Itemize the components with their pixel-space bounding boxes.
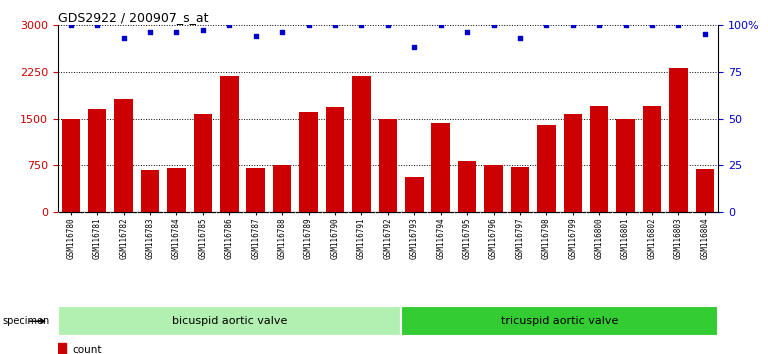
- Bar: [273, 165, 291, 212]
- Bar: [194, 114, 212, 212]
- Bar: [669, 68, 687, 212]
- Point: [514, 35, 526, 41]
- Point: [699, 31, 711, 37]
- Point: [329, 22, 341, 28]
- Point: [223, 22, 236, 28]
- Text: GSM116780: GSM116780: [66, 217, 75, 259]
- Text: GSM116799: GSM116799: [568, 217, 578, 259]
- Text: GSM116784: GSM116784: [172, 217, 181, 259]
- Point: [303, 22, 315, 28]
- Point: [250, 33, 262, 39]
- Point: [91, 22, 104, 28]
- Bar: [114, 98, 133, 212]
- Text: GSM116798: GSM116798: [542, 217, 551, 259]
- Point: [672, 22, 684, 28]
- Point: [488, 22, 500, 28]
- Point: [435, 22, 447, 28]
- Text: GSM116795: GSM116795: [462, 217, 472, 259]
- Text: specimen: specimen: [3, 316, 50, 326]
- Point: [356, 22, 368, 28]
- Text: GSM116789: GSM116789: [304, 217, 313, 259]
- Point: [567, 22, 579, 28]
- Text: GSM116800: GSM116800: [594, 217, 604, 259]
- Text: GSM116794: GSM116794: [436, 217, 445, 259]
- Bar: [220, 76, 239, 212]
- Bar: [247, 168, 265, 212]
- Bar: [88, 109, 107, 212]
- Point: [593, 22, 605, 28]
- Point: [170, 29, 183, 35]
- Text: GSM116803: GSM116803: [674, 217, 683, 259]
- Text: GSM116796: GSM116796: [489, 217, 498, 259]
- Point: [620, 22, 632, 28]
- Text: bicuspid aortic valve: bicuspid aortic valve: [171, 316, 287, 326]
- Text: GSM116804: GSM116804: [700, 217, 710, 259]
- Text: GSM116785: GSM116785: [198, 217, 207, 259]
- Bar: [537, 125, 555, 212]
- Text: GSM116788: GSM116788: [278, 217, 286, 259]
- Bar: [696, 169, 714, 212]
- Bar: [353, 76, 371, 212]
- Text: GSM116797: GSM116797: [515, 217, 525, 259]
- Text: GSM116801: GSM116801: [621, 217, 630, 259]
- Bar: [61, 119, 80, 212]
- Bar: [590, 106, 608, 212]
- Bar: [564, 114, 582, 212]
- Bar: [485, 165, 503, 212]
- Point: [408, 45, 420, 50]
- Text: GSM116790: GSM116790: [330, 217, 339, 259]
- Text: GSM116783: GSM116783: [146, 217, 154, 259]
- Point: [461, 29, 473, 35]
- Bar: [300, 112, 318, 212]
- Bar: [405, 177, 423, 212]
- Bar: [458, 161, 476, 212]
- Text: GSM116781: GSM116781: [93, 217, 101, 259]
- Text: GSM116791: GSM116791: [357, 217, 366, 259]
- FancyBboxPatch shape: [401, 306, 718, 336]
- Point: [276, 29, 288, 35]
- Bar: [379, 119, 397, 212]
- Text: GSM116793: GSM116793: [410, 217, 419, 259]
- Bar: [167, 168, 186, 212]
- Bar: [326, 107, 344, 212]
- Point: [118, 35, 130, 41]
- Text: count: count: [72, 345, 102, 354]
- Text: GSM116782: GSM116782: [119, 217, 128, 259]
- Bar: [511, 167, 529, 212]
- Text: tricuspid aortic valve: tricuspid aortic valve: [501, 316, 618, 326]
- Bar: [58, 343, 66, 354]
- Text: GDS2922 / 200907_s_at: GDS2922 / 200907_s_at: [58, 11, 208, 24]
- Point: [646, 22, 658, 28]
- Text: GSM116787: GSM116787: [251, 217, 260, 259]
- Point: [65, 22, 77, 28]
- Text: GSM116786: GSM116786: [225, 217, 233, 259]
- Point: [144, 29, 156, 35]
- Text: GSM116802: GSM116802: [647, 217, 657, 259]
- Point: [197, 28, 209, 33]
- Bar: [432, 123, 450, 212]
- Bar: [141, 170, 159, 212]
- Point: [540, 22, 552, 28]
- Text: GSM116792: GSM116792: [383, 217, 392, 259]
- Bar: [617, 119, 635, 212]
- Bar: [643, 106, 661, 212]
- Point: [382, 22, 394, 28]
- FancyBboxPatch shape: [58, 306, 401, 336]
